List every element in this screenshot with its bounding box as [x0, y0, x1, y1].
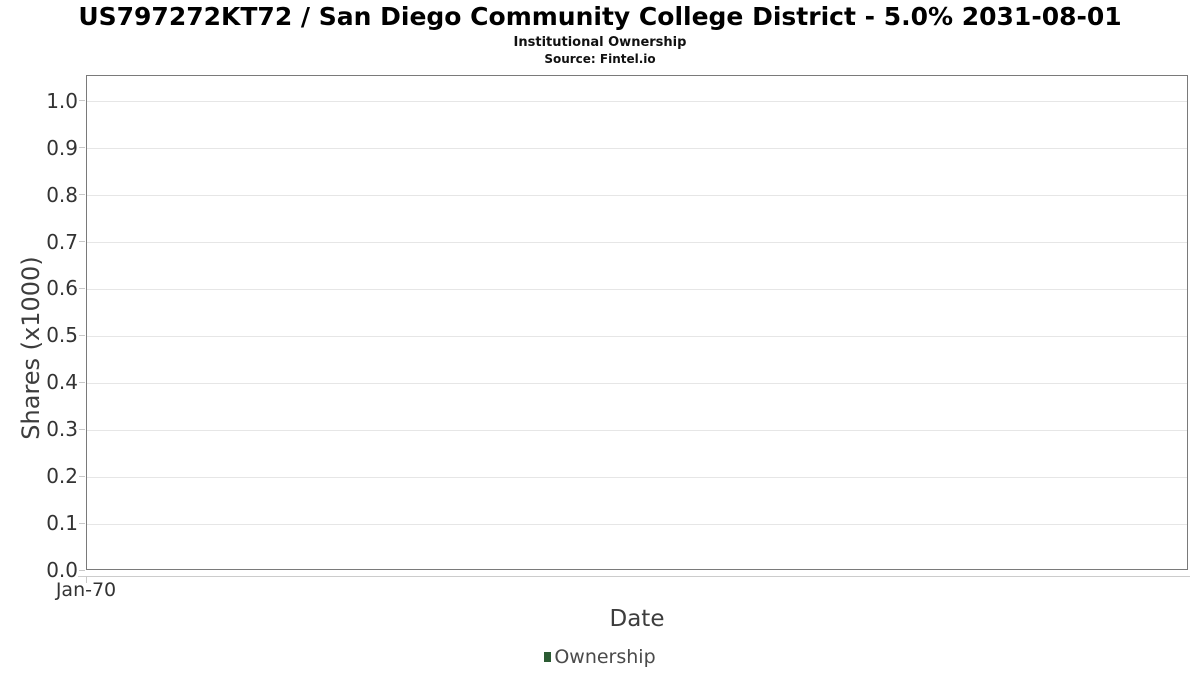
y-tick-mark	[79, 569, 85, 571]
y-tick-label: 0.5	[46, 323, 78, 348]
gridline	[87, 523, 1187, 525]
legend-label: Ownership	[554, 646, 656, 668]
gridline	[87, 335, 1187, 337]
gridline	[87, 288, 1187, 290]
chart-subtitle: Institutional Ownership	[513, 35, 687, 50]
x-axis-title: Date	[609, 606, 665, 632]
y-tick-label: 0.6	[46, 276, 78, 301]
y-tick-mark	[79, 334, 85, 336]
y-axis-title: Shares (x1000)	[17, 256, 45, 440]
y-tick-label: 0.8	[46, 182, 78, 207]
legend-marker-icon	[544, 652, 552, 662]
y-tick-mark	[79, 147, 85, 149]
x-tick-mark	[86, 576, 87, 583]
gridline	[87, 148, 1187, 150]
y-tick-mark	[79, 100, 85, 102]
chart-legend: Ownership	[0, 646, 1200, 668]
gridline	[87, 476, 1187, 478]
y-tick-label: 1.0	[46, 88, 78, 113]
y-tick-mark	[79, 287, 85, 289]
chart-plot-area	[86, 75, 1188, 570]
x-axis-line	[78, 576, 1190, 577]
y-tick-mark	[79, 428, 85, 430]
y-tick-label: 0.1	[46, 511, 78, 536]
chart-source-label: Source: Fintel.io	[544, 52, 656, 66]
y-tick-label: 0.3	[46, 417, 78, 442]
legend-item-ownership[interactable]: Ownership	[544, 646, 656, 668]
chart-title: US797272KT72 / San Diego Community Colle…	[78, 2, 1122, 31]
y-tick-mark	[79, 381, 85, 383]
y-tick-mark	[79, 475, 85, 477]
gridline	[87, 242, 1187, 244]
x-tick-label: Jan-70	[55, 579, 117, 601]
gridline	[87, 195, 1187, 197]
y-tick-label: 0.2	[46, 464, 78, 489]
y-tick-label: 0.0	[46, 558, 78, 582]
y-tick-label: 0.9	[46, 135, 78, 160]
y-tick-label: 0.7	[46, 229, 78, 254]
y-tick-mark	[79, 241, 85, 243]
gridline	[87, 429, 1187, 431]
y-tick-mark	[79, 522, 85, 524]
y-tick-label: 0.4	[46, 370, 78, 395]
gridline	[87, 382, 1187, 384]
gridline	[87, 101, 1187, 103]
y-tick-mark	[79, 194, 85, 196]
